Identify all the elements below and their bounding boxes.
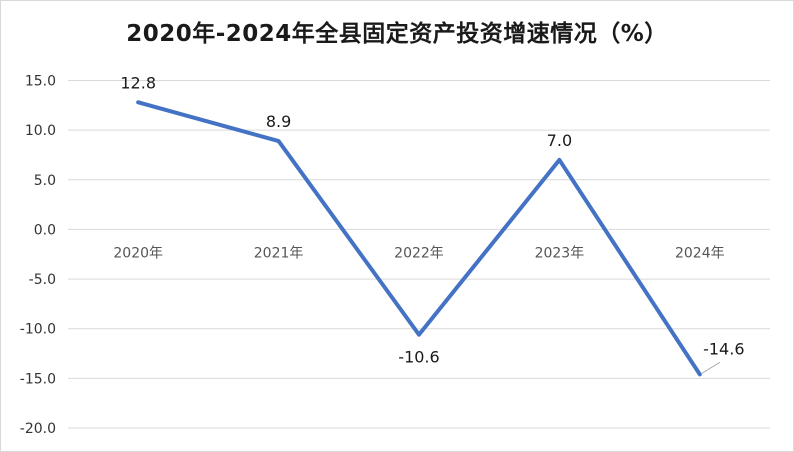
y-tick-label: 10.0	[25, 123, 56, 139]
data-labels: 12.8 8.9 -10.6 7.0 -14.6	[120, 73, 745, 374]
series-lines	[136, 100, 702, 377]
y-tick-label: -15.0	[20, 371, 56, 387]
data-label-leader-line	[701, 361, 721, 374]
chart-title: 2020年-2024年全县固定资产投资增速情况（%）	[126, 21, 668, 47]
y-axis-tick-labels: 15.0 10.0 5.0 0.0 -5.0 -10.0 -15.0 -20.0	[20, 74, 56, 438]
data-label: 12.8	[120, 73, 156, 92]
gridlines	[68, 80, 770, 429]
y-tick-label: -10.0	[20, 322, 56, 338]
data-label: -10.6	[398, 348, 439, 367]
series-line	[136, 100, 702, 377]
y-tick-label: -5.0	[29, 272, 56, 288]
data-label: -14.6	[703, 339, 744, 358]
x-axis-category-labels: 2020年 2021年 2022年 2023年 2024年	[113, 245, 724, 261]
y-tick-label: 5.0	[34, 173, 56, 189]
y-tick-label: -20.0	[20, 421, 56, 437]
x-category-label: 2023年	[535, 245, 585, 261]
data-label: 8.9	[266, 112, 291, 131]
x-category-label: 2021年	[254, 245, 304, 261]
x-category-label: 2024年	[675, 245, 725, 261]
data-label: 7.0	[547, 131, 572, 150]
y-tick-label: 0.0	[34, 222, 56, 238]
y-tick-label: 15.0	[25, 74, 56, 90]
x-category-label: 2020年	[113, 245, 163, 261]
x-category-label: 2022年	[394, 245, 444, 261]
